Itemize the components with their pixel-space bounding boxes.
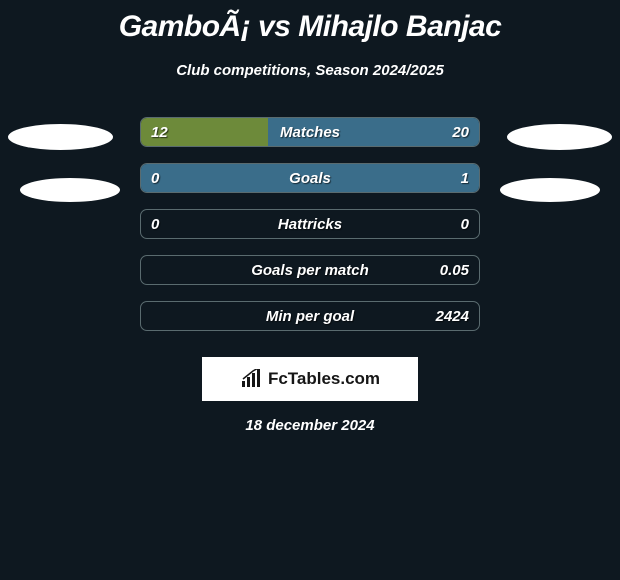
stat-value-right: 0.05 [440,262,469,279]
stat-value-left: 0 [151,170,159,187]
stat-row: Goals per match 0.05 [0,247,620,293]
stat-label: Goals per match [251,262,369,279]
stat-label: Min per goal [266,308,354,325]
stat-label: Goals [289,170,331,187]
stat-row: 0 Goals 1 [0,155,620,201]
page-title: GamboÃ¡ vs Mihajlo Banjac [0,0,620,44]
page-subtitle: Club competitions, Season 2024/2025 [0,62,620,79]
stat-value-left: 12 [151,124,168,141]
stat-value-right: 1 [461,170,469,187]
stat-value-left: 0 [151,216,159,233]
stat-value-right: 20 [452,124,469,141]
stat-row: 12 Matches 20 [0,109,620,155]
stat-bar-hattricks: 0 Hattricks 0 [140,209,480,239]
comparison-bars: 12 Matches 20 0 Goals 1 0 Hattricks 0 Go… [0,109,620,339]
logo-box: FcTables.com [202,357,418,401]
logo-text: FcTables.com [268,369,380,389]
stat-bar-min-per-goal: Min per goal 2424 [140,301,480,331]
stat-bar-goals: 0 Goals 1 [140,163,480,193]
stat-label: Hattricks [278,216,342,233]
date-text: 18 december 2024 [0,417,620,434]
stat-value-right: 0 [461,216,469,233]
stat-row: 0 Hattricks 0 [0,201,620,247]
stat-bar-goals-per-match: Goals per match 0.05 [140,255,480,285]
chart-icon [240,369,264,389]
stat-bar-matches: 12 Matches 20 [140,117,480,147]
stat-row: Min per goal 2424 [0,293,620,339]
stat-label: Matches [280,124,340,141]
stat-value-right: 2424 [436,308,469,325]
